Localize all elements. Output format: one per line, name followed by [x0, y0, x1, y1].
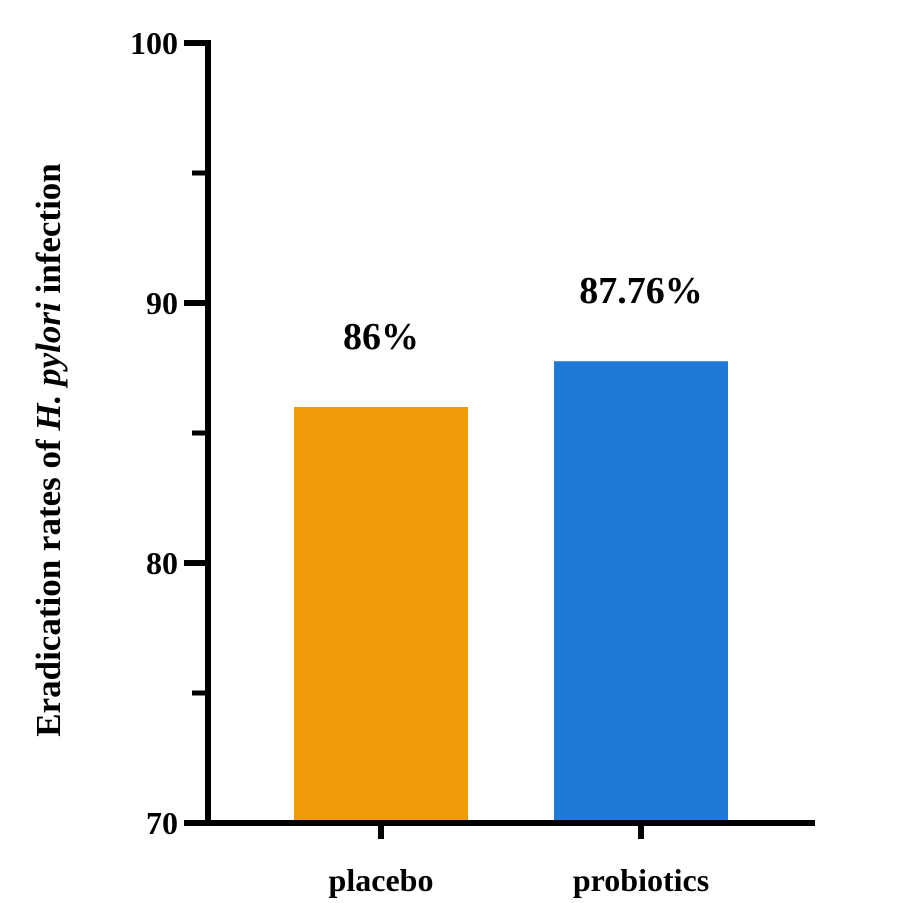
bar-placebo [294, 407, 468, 823]
svg-text:Eradication rates of H. pylori: Eradication rates of H. pylori infection [29, 163, 68, 737]
bar-probiotics [554, 361, 728, 823]
y-tick-label-90: 90 [146, 285, 178, 321]
x-tick-label-placebo: placebo [329, 862, 434, 898]
y-axis-label: Eradication rates of H. pylori infection [29, 163, 68, 737]
y-axis-label-suffix: infection [29, 163, 68, 302]
data-label-probiotics: 87.76% [579, 270, 703, 312]
y-tick-label-70: 70 [146, 805, 178, 841]
data-labels-group: 86% 87.76% [343, 270, 703, 358]
y-axis-label-prefix: Eradication rates of [29, 431, 68, 737]
x-axis: placebo probiotics [205, 820, 815, 898]
y-axis: 70 80 90 100 [130, 25, 211, 841]
data-label-placebo: 86% [343, 316, 419, 358]
y-tick-label-100: 100 [130, 25, 178, 61]
bars-group [294, 361, 728, 823]
x-tick-label-probiotics: probiotics [573, 862, 709, 898]
y-axis-label-italic: H. pylori [29, 302, 68, 432]
y-tick-label-80: 80 [146, 545, 178, 581]
